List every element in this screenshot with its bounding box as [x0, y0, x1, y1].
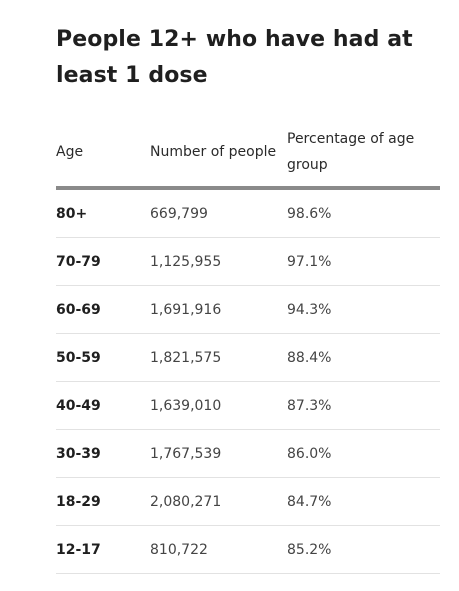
- cell-percentage: 87.3%: [287, 381, 440, 430]
- header-age: Age: [56, 118, 150, 190]
- table-body: 80+ 669,799 98.6% 70-79 1,125,955 97.1% …: [56, 188, 440, 574]
- cell-age: 70-79: [56, 237, 150, 286]
- table-row: 40-49 1,639,010 87.3%: [56, 381, 440, 430]
- table-row: 50-59 1,821,575 88.4%: [56, 333, 440, 382]
- cell-number: 810,722: [150, 525, 287, 574]
- cell-percentage: 94.3%: [287, 285, 440, 334]
- table-row: 18-29 2,080,271 84.7%: [56, 477, 440, 526]
- cell-age: 60-69: [56, 285, 150, 334]
- table-row: 12-17 810,722 85.2%: [56, 525, 440, 574]
- cell-percentage: 97.1%: [287, 237, 440, 286]
- header-row: Age Number of people Percentage of age g…: [56, 118, 440, 190]
- cell-number: 1,767,539: [150, 429, 287, 478]
- table-row: 30-39 1,767,539 86.0%: [56, 429, 440, 478]
- table-row: 80+ 669,799 98.6%: [56, 188, 440, 238]
- cell-age: 40-49: [56, 381, 150, 430]
- cell-percentage: 84.7%: [287, 477, 440, 526]
- cell-number: 1,125,955: [150, 237, 287, 286]
- vaccination-table: Age Number of people Percentage of age g…: [56, 118, 440, 574]
- cell-age: 80+: [56, 188, 150, 238]
- cell-number: 2,080,271: [150, 477, 287, 526]
- cell-age: 30-39: [56, 429, 150, 478]
- table-row: 70-79 1,125,955 97.1%: [56, 237, 440, 286]
- cell-percentage: 98.6%: [287, 188, 440, 238]
- cell-age: 12-17: [56, 525, 150, 574]
- cell-number: 1,639,010: [150, 381, 287, 430]
- header-number-of-people: Number of people: [150, 118, 287, 190]
- cell-percentage: 88.4%: [287, 333, 440, 382]
- cell-number: 1,821,575: [150, 333, 287, 382]
- cell-percentage: 86.0%: [287, 429, 440, 478]
- cell-number: 669,799: [150, 188, 287, 238]
- header-percentage-of-age-group: Percentage of age group: [287, 118, 440, 190]
- cell-age: 50-59: [56, 333, 150, 382]
- cell-percentage: 85.2%: [287, 525, 440, 574]
- page-title: People 12+ who have had at least 1 dose: [56, 27, 413, 88]
- cell-number: 1,691,916: [150, 285, 287, 334]
- cell-age: 18-29: [56, 477, 150, 526]
- table-header: Age Number of people Percentage of age g…: [56, 118, 440, 190]
- table-row: 60-69 1,691,916 94.3%: [56, 285, 440, 334]
